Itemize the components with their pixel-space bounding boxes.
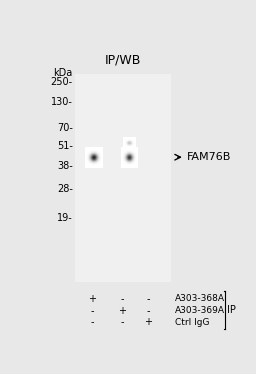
Text: -: - <box>146 294 150 304</box>
Text: -: - <box>146 306 150 316</box>
Bar <box>75 74 171 282</box>
Text: kDa: kDa <box>54 68 73 78</box>
Text: 70-: 70- <box>57 123 73 134</box>
Text: FAM76B: FAM76B <box>187 152 231 162</box>
Text: -: - <box>91 317 94 327</box>
Text: A303-369A: A303-369A <box>175 306 225 315</box>
Text: 51-: 51- <box>57 141 73 151</box>
Text: A303-368A: A303-368A <box>175 294 225 303</box>
Text: 28-: 28- <box>57 184 73 194</box>
Text: 38-: 38- <box>57 162 73 171</box>
Text: +: + <box>89 294 97 304</box>
Text: -: - <box>121 317 124 327</box>
Text: -: - <box>91 306 94 316</box>
Text: Ctrl IgG: Ctrl IgG <box>175 318 209 327</box>
Text: IP/WB: IP/WB <box>105 53 141 67</box>
Text: 130-: 130- <box>51 98 73 107</box>
Text: 250-: 250- <box>50 77 73 87</box>
Text: 19-: 19- <box>57 213 73 223</box>
Text: IP: IP <box>227 305 236 315</box>
Text: +: + <box>118 306 126 316</box>
Text: -: - <box>121 294 124 304</box>
Text: +: + <box>144 317 152 327</box>
